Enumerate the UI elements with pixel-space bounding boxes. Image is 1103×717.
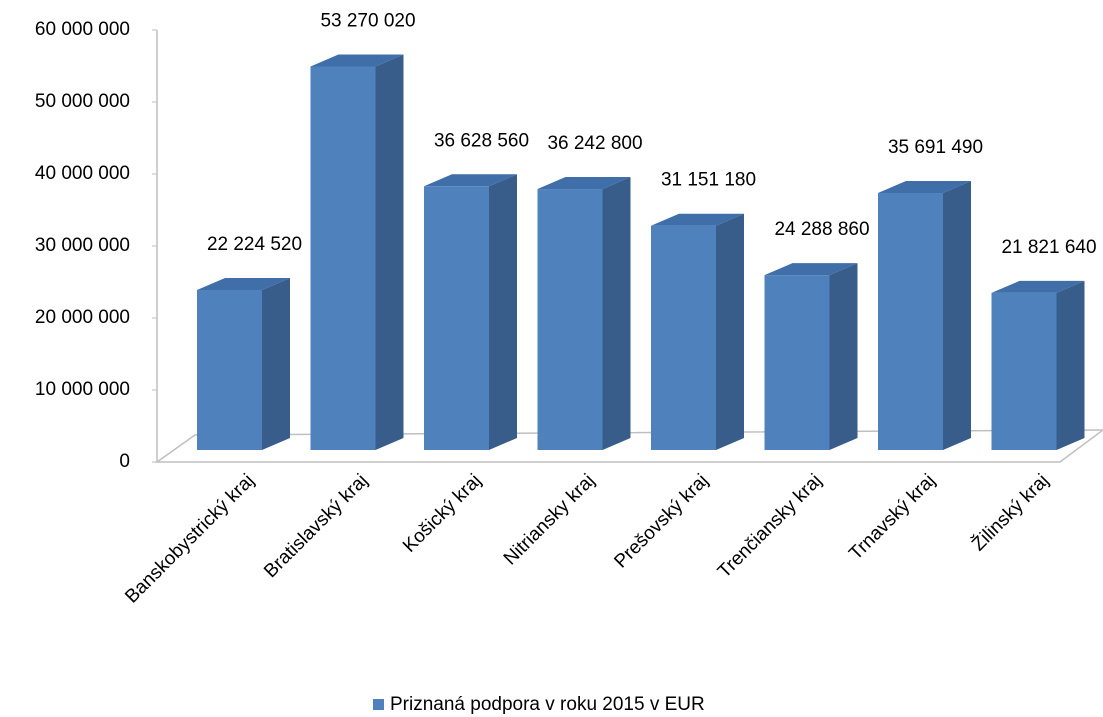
bar-top: [537, 177, 631, 190]
bar: [310, 66, 376, 450]
data-label: 24 288 860: [774, 219, 869, 240]
bar-top: [991, 280, 1085, 293]
data-label: 22 224 520: [207, 234, 302, 255]
bar: [878, 193, 943, 450]
bar-top: [310, 54, 404, 67]
data-label: 36 242 800: [547, 133, 642, 154]
x-tick-label: Prešovský kraj: [610, 470, 712, 572]
bar: [651, 225, 716, 450]
x-tick-label: Trenčiansky kraj: [714, 470, 826, 582]
x-tick-label: Banskobystrický kraj: [121, 470, 258, 607]
data-label: 36 628 560: [434, 130, 529, 151]
bar-side: [1056, 280, 1085, 450]
x-tick-label: Nitriansky kraj: [500, 470, 599, 569]
bar-top: [197, 277, 290, 290]
y-tick-label: 10 000 000: [35, 379, 130, 400]
x-tick-label: Košický kraj: [399, 470, 486, 557]
y-tick-label: 0: [119, 451, 130, 472]
bar-side: [716, 213, 744, 450]
legend-label: Priznaná podpora v roku 2015 v EUR: [390, 694, 705, 715]
y-tick-label: 20 000 000: [35, 307, 130, 328]
data-label: 53 270 020: [320, 10, 415, 31]
y-tick-label: 60 000 000: [35, 19, 130, 40]
bar: [991, 292, 1057, 450]
bar-side: [602, 177, 631, 451]
bar-top: [878, 181, 971, 194]
x-tick-label: Žilinský kraj: [967, 470, 1053, 556]
x-tick-label: Bratislavský kraj: [260, 470, 372, 582]
bar-side: [489, 174, 517, 451]
data-label: 31 151 180: [661, 170, 756, 191]
bar: [197, 289, 262, 450]
data-label: 21 821 640: [1001, 237, 1096, 258]
y-tick-label: 40 000 000: [35, 163, 130, 184]
bar: [764, 275, 830, 450]
x-tick-label: Trnavský kraj: [845, 470, 939, 564]
bar-top: [424, 174, 517, 187]
bar: [424, 186, 489, 451]
y-tick-label: 30 000 000: [35, 235, 130, 256]
bar: [537, 189, 603, 451]
y-tick-label: 50 000 000: [35, 91, 130, 112]
bar-side: [943, 181, 971, 450]
bar-side: [829, 263, 858, 450]
bar-side: [375, 54, 404, 450]
legend-swatch: [373, 699, 384, 710]
floor: [154, 429, 1103, 463]
bar-top: [764, 263, 858, 276]
bar-side: [262, 277, 290, 450]
bar-top: [651, 213, 744, 226]
data-label: 35 691 490: [888, 137, 983, 158]
